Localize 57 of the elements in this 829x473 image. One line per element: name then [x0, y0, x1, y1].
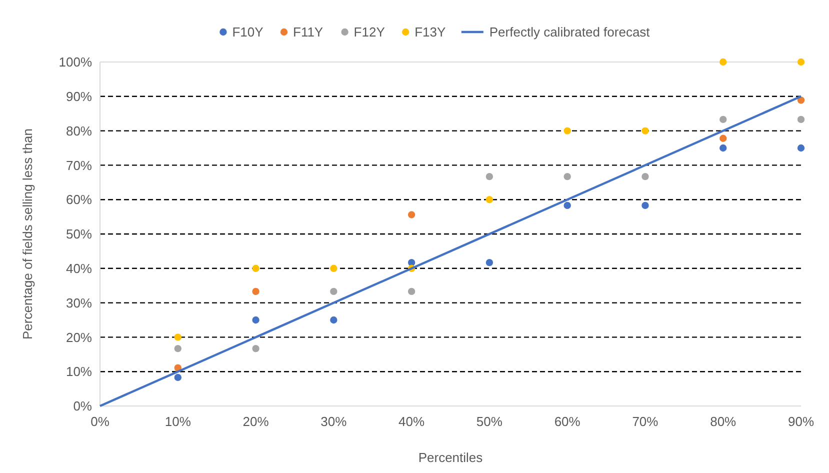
point [642, 172, 649, 180]
point [408, 211, 416, 218]
point [252, 316, 260, 324]
x-tick-label: 70% [632, 414, 659, 429]
point [642, 127, 649, 134]
x-tick-label: 30% [320, 414, 348, 429]
y-tick-label: 60% [66, 192, 92, 208]
point [797, 116, 805, 124]
legend-label: Perfectly calibrated forecast [489, 24, 650, 40]
point [797, 144, 805, 152]
point [720, 58, 727, 66]
x-tick-label: 20% [242, 414, 270, 429]
point [720, 134, 727, 142]
y-axis-title: Percentage of fields selling less than [20, 128, 35, 340]
y-tick-label: 90% [66, 88, 92, 104]
legend-label: F11Y [293, 24, 324, 40]
point [486, 172, 494, 180]
point [564, 172, 571, 180]
point [564, 202, 571, 210]
point [174, 334, 182, 341]
y-tick-label: 100% [58, 54, 92, 70]
x-axis-title: Percentiles [418, 450, 484, 465]
x-tick-label: 10% [164, 414, 192, 429]
legend-label: F10Y [232, 24, 264, 40]
point [252, 264, 260, 272]
point [408, 258, 416, 266]
point [720, 116, 727, 124]
x-tick-label: 60% [554, 414, 581, 429]
y-tick-label: 40% [66, 260, 92, 276]
point [564, 127, 571, 134]
point [486, 258, 494, 266]
x-tick-label: 0% [90, 414, 110, 429]
y-tick-label: 80% [66, 123, 92, 138]
y-tick-label: 50% [66, 226, 92, 242]
x-tick-label: 50% [476, 414, 503, 429]
point [252, 344, 260, 352]
point [330, 316, 338, 324]
point [330, 264, 338, 272]
point [252, 288, 260, 296]
point [330, 288, 338, 296]
point [486, 196, 494, 204]
y-tick-label: 10% [66, 364, 92, 380]
point [720, 144, 727, 152]
point [174, 374, 182, 382]
x-tick-label: 40% [398, 414, 425, 429]
y-tick-label: 20% [66, 330, 92, 345]
point [174, 344, 182, 352]
legend-label: F12Y [354, 24, 386, 40]
point [797, 58, 805, 66]
y-tick-label: 30% [66, 295, 92, 310]
point [408, 288, 416, 296]
x-tick-label: 80% [710, 414, 737, 429]
legend-label: F13Y [414, 24, 446, 40]
point [642, 202, 649, 210]
y-tick-label: 0% [73, 398, 92, 414]
y-tick-label: 70% [66, 158, 92, 173]
x-tick-label: 90% [788, 414, 814, 429]
